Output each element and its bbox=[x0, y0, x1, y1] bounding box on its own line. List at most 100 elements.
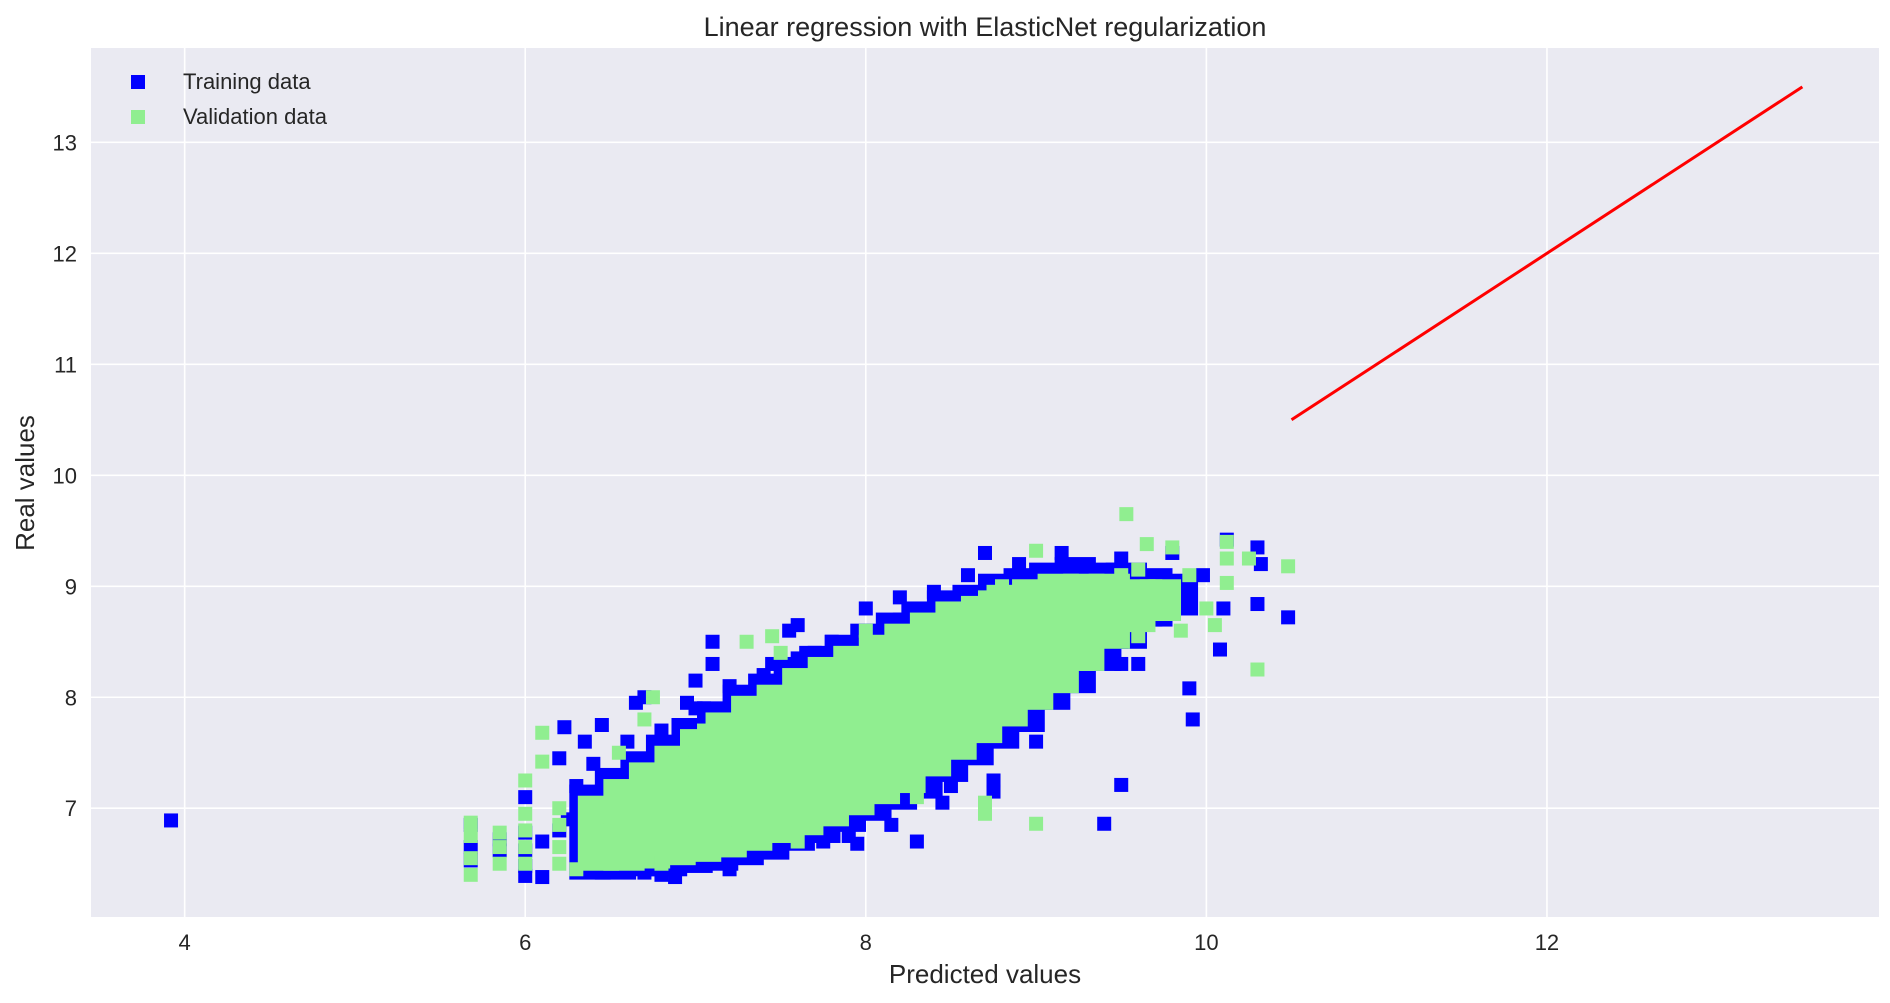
training-point bbox=[816, 834, 831, 849]
validation-point bbox=[637, 712, 652, 727]
training-point bbox=[1131, 656, 1146, 671]
validation-point bbox=[671, 817, 686, 832]
validation-point bbox=[773, 645, 788, 660]
x-tick-label: 6 bbox=[519, 930, 531, 955]
validation-point bbox=[722, 812, 737, 827]
y-tick-label: 10 bbox=[53, 463, 77, 488]
validation-point bbox=[790, 756, 805, 771]
training-point bbox=[557, 720, 572, 735]
legend-label-validation: Validation data bbox=[183, 104, 328, 129]
x-tick-label: 4 bbox=[179, 930, 191, 955]
training-point bbox=[1195, 568, 1210, 583]
training-point bbox=[884, 817, 899, 832]
training-point bbox=[1080, 673, 1095, 688]
training-point bbox=[535, 870, 550, 885]
training-point bbox=[986, 773, 1001, 788]
training-point bbox=[463, 840, 478, 855]
training-point bbox=[569, 779, 584, 794]
validation-point bbox=[463, 828, 478, 843]
validation-point bbox=[1241, 551, 1256, 566]
validation-point bbox=[773, 784, 788, 799]
plot-area bbox=[91, 48, 1879, 917]
training-point bbox=[1253, 557, 1268, 572]
training-point bbox=[688, 701, 703, 716]
training-point bbox=[654, 723, 669, 738]
training-point bbox=[824, 634, 839, 649]
validation-point bbox=[858, 623, 873, 638]
validation-point bbox=[1046, 612, 1061, 627]
validation-point bbox=[463, 867, 478, 882]
legend-swatch-training bbox=[131, 75, 145, 89]
training-point bbox=[620, 734, 635, 749]
validation-point bbox=[671, 834, 686, 849]
validation-points bbox=[463, 507, 1296, 882]
validation-point bbox=[1250, 662, 1265, 677]
x-axis-label: Predicted values bbox=[889, 959, 1081, 989]
validation-point bbox=[978, 795, 992, 810]
validation-point bbox=[697, 723, 712, 738]
validation-point bbox=[535, 754, 550, 769]
validation-point bbox=[875, 656, 890, 671]
training-point bbox=[892, 590, 907, 605]
validation-point bbox=[739, 790, 754, 805]
training-point bbox=[552, 751, 567, 766]
validation-point bbox=[892, 701, 907, 716]
validation-point bbox=[978, 806, 992, 821]
validation-point bbox=[645, 690, 660, 705]
validation-point bbox=[637, 779, 652, 794]
training-point bbox=[1029, 714, 1044, 729]
validation-point bbox=[620, 851, 635, 866]
validation-point bbox=[1080, 656, 1095, 671]
validation-point bbox=[986, 690, 1001, 705]
validation-point bbox=[722, 767, 737, 782]
validation-point bbox=[841, 679, 856, 694]
legend-item-training: Training data bbox=[131, 69, 311, 94]
training-point bbox=[978, 545, 992, 560]
training-point bbox=[926, 584, 941, 599]
validation-point bbox=[858, 668, 873, 683]
validation-point bbox=[1012, 684, 1027, 699]
legend-swatch-validation bbox=[131, 110, 145, 124]
validation-point bbox=[1029, 816, 1044, 831]
validation-point bbox=[995, 645, 1010, 660]
data-layer bbox=[164, 85, 1804, 885]
training-point bbox=[850, 836, 865, 851]
validation-dense-region bbox=[577, 573, 1182, 871]
training-point bbox=[1281, 610, 1296, 625]
validation-point bbox=[1012, 590, 1027, 605]
y-tick-label: 8 bbox=[65, 685, 77, 710]
x-axis-ticks: 4 6 8 10 12 bbox=[179, 930, 1560, 955]
validation-point bbox=[1029, 543, 1044, 558]
validation-point bbox=[807, 701, 822, 716]
validation-point bbox=[1199, 601, 1214, 616]
validation-point bbox=[603, 823, 618, 838]
validation-point bbox=[492, 856, 507, 871]
validation-point bbox=[943, 679, 958, 694]
validation-point bbox=[552, 801, 567, 816]
training-point bbox=[1185, 712, 1200, 727]
validation-point bbox=[1165, 540, 1180, 555]
y-tick-label: 7 bbox=[65, 796, 77, 821]
validation-point bbox=[943, 612, 958, 627]
training-point bbox=[756, 668, 771, 683]
training-point bbox=[1250, 597, 1265, 612]
validation-point bbox=[569, 862, 584, 877]
training-point bbox=[1054, 545, 1069, 560]
validation-point bbox=[518, 806, 533, 821]
validation-point bbox=[518, 823, 533, 838]
training-point bbox=[586, 756, 601, 771]
training-point bbox=[960, 568, 975, 583]
validation-point bbox=[1063, 645, 1078, 660]
validation-point bbox=[739, 745, 754, 760]
training-point bbox=[1182, 590, 1197, 605]
validation-point bbox=[654, 856, 669, 871]
training-point bbox=[1029, 734, 1044, 749]
validation-point bbox=[1131, 562, 1146, 577]
training-point bbox=[518, 790, 533, 805]
training-point bbox=[722, 679, 737, 694]
training-point bbox=[705, 656, 720, 671]
validation-point bbox=[1139, 537, 1154, 552]
validation-point bbox=[463, 851, 478, 866]
validation-point bbox=[705, 790, 720, 805]
validation-point bbox=[1207, 618, 1222, 633]
